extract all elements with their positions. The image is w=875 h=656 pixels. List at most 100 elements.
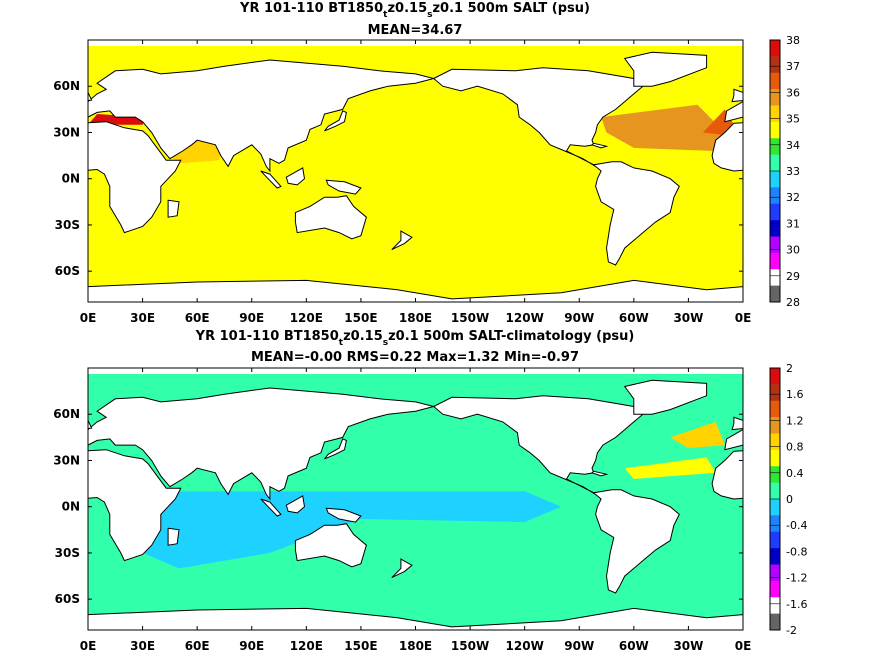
- colorbar: 38 37 36 35 34 33 32 31 30 29 28: [769, 34, 800, 309]
- colorbar-cell: [770, 203, 780, 221]
- colorbar-cell: [770, 384, 780, 402]
- land-cuba: [590, 142, 609, 149]
- panel-title: YR 101-110 BT1850tz0.15sz0.1 500m SALT (…: [239, 1, 590, 20]
- land-nz: [391, 558, 413, 579]
- land-antarctica: [88, 279, 743, 302]
- x-tick-label: 30W: [673, 639, 703, 653]
- colorbar-label: -2: [786, 624, 797, 637]
- colorbar-cell: [770, 368, 780, 385]
- x-tick-label: 120E: [290, 311, 323, 325]
- colorbar-cell: [770, 613, 780, 631]
- colorbar-label: 37: [786, 60, 800, 73]
- x-axis: 0E 30E 60E 90E 120E 150E 180E 150W 120W 90W 60W 30W…: [80, 368, 751, 653]
- colorbar-cell: [770, 187, 780, 205]
- x-tick-label: 30E: [130, 311, 155, 325]
- x-tick-label: 150W: [451, 639, 489, 653]
- x-tick-label: 90W: [564, 311, 594, 325]
- colorbar-cell: [770, 400, 780, 418]
- land-africa-wrap: [711, 122, 743, 172]
- map-field: [88, 40, 743, 302]
- field-region: [88, 568, 743, 592]
- y-tick-label: 30N: [53, 125, 80, 139]
- colorbar-cell: [770, 285, 780, 303]
- y-tick-label: 30S: [55, 218, 80, 232]
- land-japan: [324, 110, 347, 132]
- colorbar-label: -1.6: [786, 598, 807, 611]
- colorbar-cell: [770, 548, 780, 565]
- x-axis: 0E 30E 60E 90E 120E 150E 180E 150W 120W 90W 60W 30W…: [80, 40, 752, 325]
- land-eurasia: [88, 387, 434, 501]
- x-tick-label: 180E: [399, 639, 432, 653]
- land-uk: [88, 419, 93, 429]
- colorbar-cell: [770, 105, 780, 123]
- land-eurasia: [88, 59, 434, 173]
- x-tick-label: 120W: [506, 311, 544, 325]
- colorbar-cell: [770, 515, 780, 533]
- x-tick-label: 120E: [290, 639, 323, 653]
- colorbar-label: 34: [786, 139, 800, 152]
- colorbar-cell: [770, 269, 780, 286]
- colorbar-cell: [770, 433, 780, 451]
- colorbar-label: -0.8: [786, 545, 807, 558]
- colorbar-cell: [770, 171, 780, 188]
- x-tick-label: 150W: [451, 311, 489, 325]
- land-sumatra: [260, 170, 282, 189]
- land-madagascar: [167, 199, 180, 218]
- colorbar-cell: [770, 531, 780, 549]
- colorbar-cell: [770, 56, 780, 74]
- field-region: [670, 421, 725, 449]
- colorbar-label: 0.8: [786, 441, 804, 454]
- colorbar: 2 1.6 1.2 0.8 0.4 0 -0.4 -0.8 -1.2 -1.6 -2: [769, 362, 807, 637]
- land-antarctica: [88, 607, 743, 630]
- colorbar-label: 0: [786, 493, 793, 506]
- colorbar-cell: [770, 89, 780, 106]
- salt-map-panel: YR 101-110 BT1850tz0.15sz0.1 500m SALT (…: [53, 1, 800, 325]
- colorbar-cell: [770, 154, 780, 172]
- colorbar-label: -1.2: [786, 572, 807, 585]
- panel-stats: MEAN=-0.00 RMS=0.22 Max=1.32 Min=-0.97: [251, 350, 579, 365]
- colorbar-cell: [770, 72, 780, 90]
- y-tick-label: 60N: [53, 407, 80, 421]
- colorbar-cell: [770, 482, 780, 500]
- map-area: [87, 367, 744, 631]
- y-tick-label: 0N: [62, 500, 80, 514]
- land-americas: [432, 67, 680, 266]
- land-africa: [88, 121, 182, 234]
- colorbar-label: 32: [786, 191, 800, 204]
- field-region: [624, 457, 716, 479]
- land-madagascar: [167, 527, 180, 546]
- colorbar-cell: [770, 252, 780, 270]
- colorbar-cell: [770, 466, 780, 483]
- x-tick-label: 0E: [80, 311, 97, 325]
- x-tick-label: 0E: [735, 311, 752, 325]
- x-tick-label: 60E: [185, 311, 210, 325]
- y-tick-label: 30N: [53, 453, 80, 467]
- land-africa: [88, 449, 182, 562]
- colorbar-cell: [770, 580, 780, 598]
- land-australia: [294, 523, 367, 568]
- x-tick-label: 90E: [239, 311, 264, 325]
- colorbar-label: 2: [786, 362, 793, 375]
- land-borneo: [285, 495, 306, 514]
- salt-anomaly-map-panel: YR 101-110 BT1850tz0.15sz0.1 500m SALT-c…: [53, 329, 807, 653]
- y-tick-label: 0N: [62, 172, 80, 186]
- x-tick-label: 150E: [344, 311, 377, 325]
- y-tick-label: 60S: [55, 592, 80, 606]
- land-uk: [88, 91, 93, 101]
- colorbar-label: -0.4: [786, 519, 807, 532]
- land-greenland: [623, 51, 708, 87]
- panel-title: YR 101-110 BT1850tz0.15sz0.1 500m SALT-c…: [195, 329, 635, 348]
- land-newguinea: [325, 179, 362, 195]
- x-tick-label: 120W: [506, 639, 544, 653]
- colorbar-label: 36: [786, 86, 800, 99]
- colorbar-cell: [770, 121, 780, 139]
- colorbar-cell: [770, 499, 780, 516]
- y-tick-label: 60S: [55, 264, 80, 278]
- x-tick-label: 180E: [399, 311, 432, 325]
- y-tick-label: 60N: [53, 79, 80, 93]
- land-eurasia-wrap: [724, 100, 743, 123]
- colorbar-label: 30: [786, 244, 800, 257]
- y-axis: 60N 30N 0N 30S 60S: [53, 79, 743, 278]
- colorbar-label: 31: [786, 217, 800, 230]
- map-area: [87, 39, 744, 303]
